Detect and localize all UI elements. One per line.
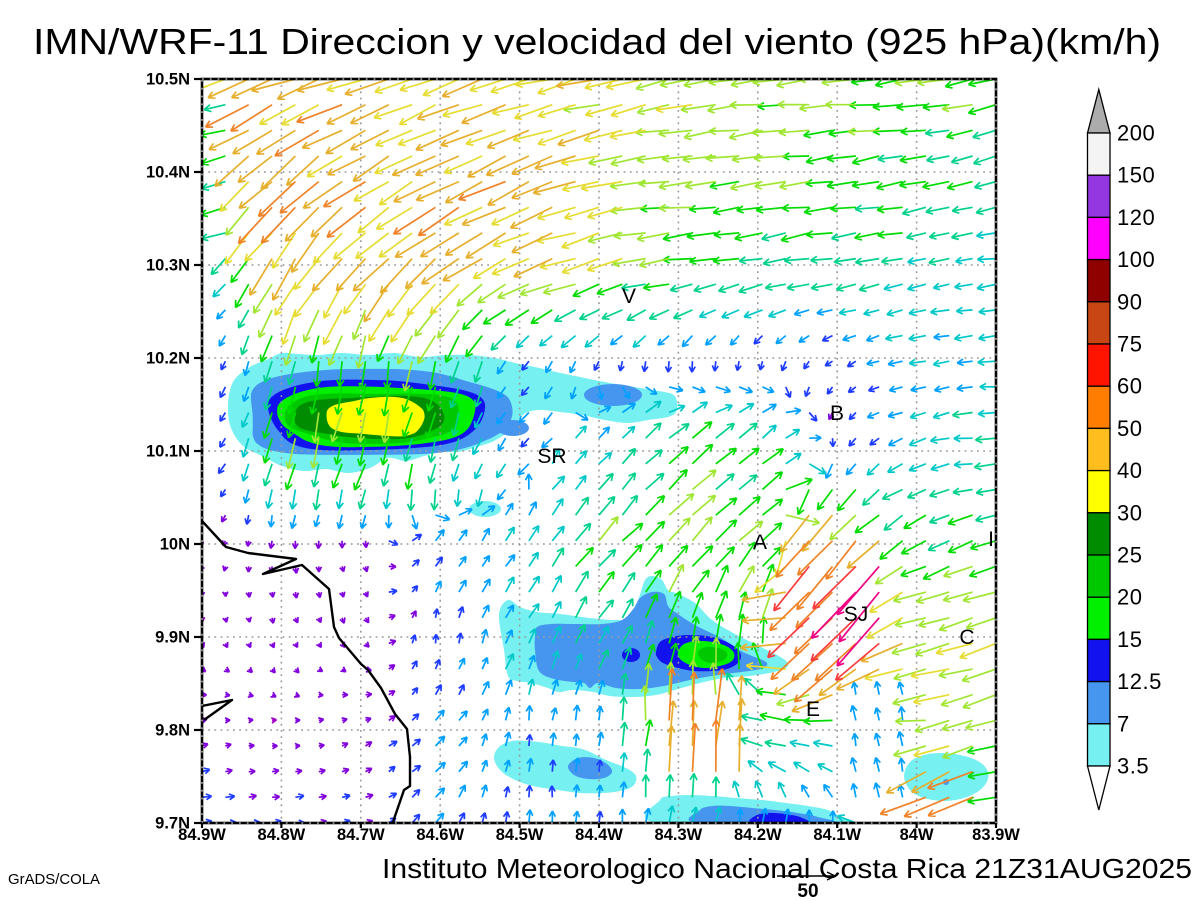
svg-text:84.8W: 84.8W xyxy=(258,826,306,844)
svg-text:75: 75 xyxy=(1117,332,1142,357)
svg-text:B: B xyxy=(830,402,844,425)
svg-text:84.3W: 84.3W xyxy=(655,826,703,844)
svg-text:9.9N: 9.9N xyxy=(155,629,190,647)
svg-text:Instituto Meteorologico Nacion: Instituto Meteorologico Nacional Costa R… xyxy=(382,853,1192,884)
svg-text:60: 60 xyxy=(1117,374,1142,399)
svg-text:40: 40 xyxy=(1117,458,1142,483)
svg-text:84.9W: 84.9W xyxy=(178,826,226,844)
svg-text:83.9W: 83.9W xyxy=(972,826,1020,844)
svg-text:90: 90 xyxy=(1117,289,1142,314)
svg-text:V: V xyxy=(622,285,636,308)
svg-text:10.5N: 10.5N xyxy=(146,71,190,89)
svg-text:10.4N: 10.4N xyxy=(146,164,190,182)
svg-text:84.6W: 84.6W xyxy=(416,826,464,844)
svg-text:E: E xyxy=(806,698,820,721)
svg-text:C: C xyxy=(959,626,974,649)
svg-text:12.5: 12.5 xyxy=(1117,669,1162,694)
svg-text:A: A xyxy=(753,531,767,554)
svg-text:7: 7 xyxy=(1117,711,1130,736)
svg-text:15: 15 xyxy=(1117,627,1142,652)
svg-text:10.2N: 10.2N xyxy=(146,350,190,368)
svg-text:GrADS/COLA: GrADS/COLA xyxy=(8,871,100,888)
svg-text:30: 30 xyxy=(1117,500,1142,525)
svg-text:120: 120 xyxy=(1117,205,1155,230)
svg-text:9.7N: 9.7N xyxy=(155,815,190,833)
svg-text:10.3N: 10.3N xyxy=(146,257,190,275)
svg-text:20: 20 xyxy=(1117,585,1142,610)
svg-text:50: 50 xyxy=(1117,416,1142,441)
svg-text:IMN/WRF-11 Direccion y velocid: IMN/WRF-11 Direccion y velocidad del vie… xyxy=(33,21,1161,62)
svg-text:50: 50 xyxy=(797,881,818,900)
svg-text:84.2W: 84.2W xyxy=(734,826,782,844)
svg-text:SR: SR xyxy=(537,445,566,468)
svg-text:10N: 10N xyxy=(160,536,190,554)
svg-text:150: 150 xyxy=(1117,163,1155,188)
svg-text:84.1W: 84.1W xyxy=(813,826,861,844)
svg-text:84.7W: 84.7W xyxy=(337,826,385,844)
svg-text:84.5W: 84.5W xyxy=(496,826,544,844)
svg-text:84W: 84W xyxy=(900,826,934,844)
svg-text:10.1N: 10.1N xyxy=(146,443,190,461)
svg-text:100: 100 xyxy=(1117,247,1155,272)
svg-text:25: 25 xyxy=(1117,543,1142,568)
svg-text:SJ: SJ xyxy=(844,603,869,626)
svg-text:9.8N: 9.8N xyxy=(155,722,190,740)
svg-text:84.4W: 84.4W xyxy=(575,826,623,844)
svg-text:3.5: 3.5 xyxy=(1117,754,1149,779)
svg-text:I: I xyxy=(988,528,994,551)
svg-text:200: 200 xyxy=(1117,121,1155,146)
